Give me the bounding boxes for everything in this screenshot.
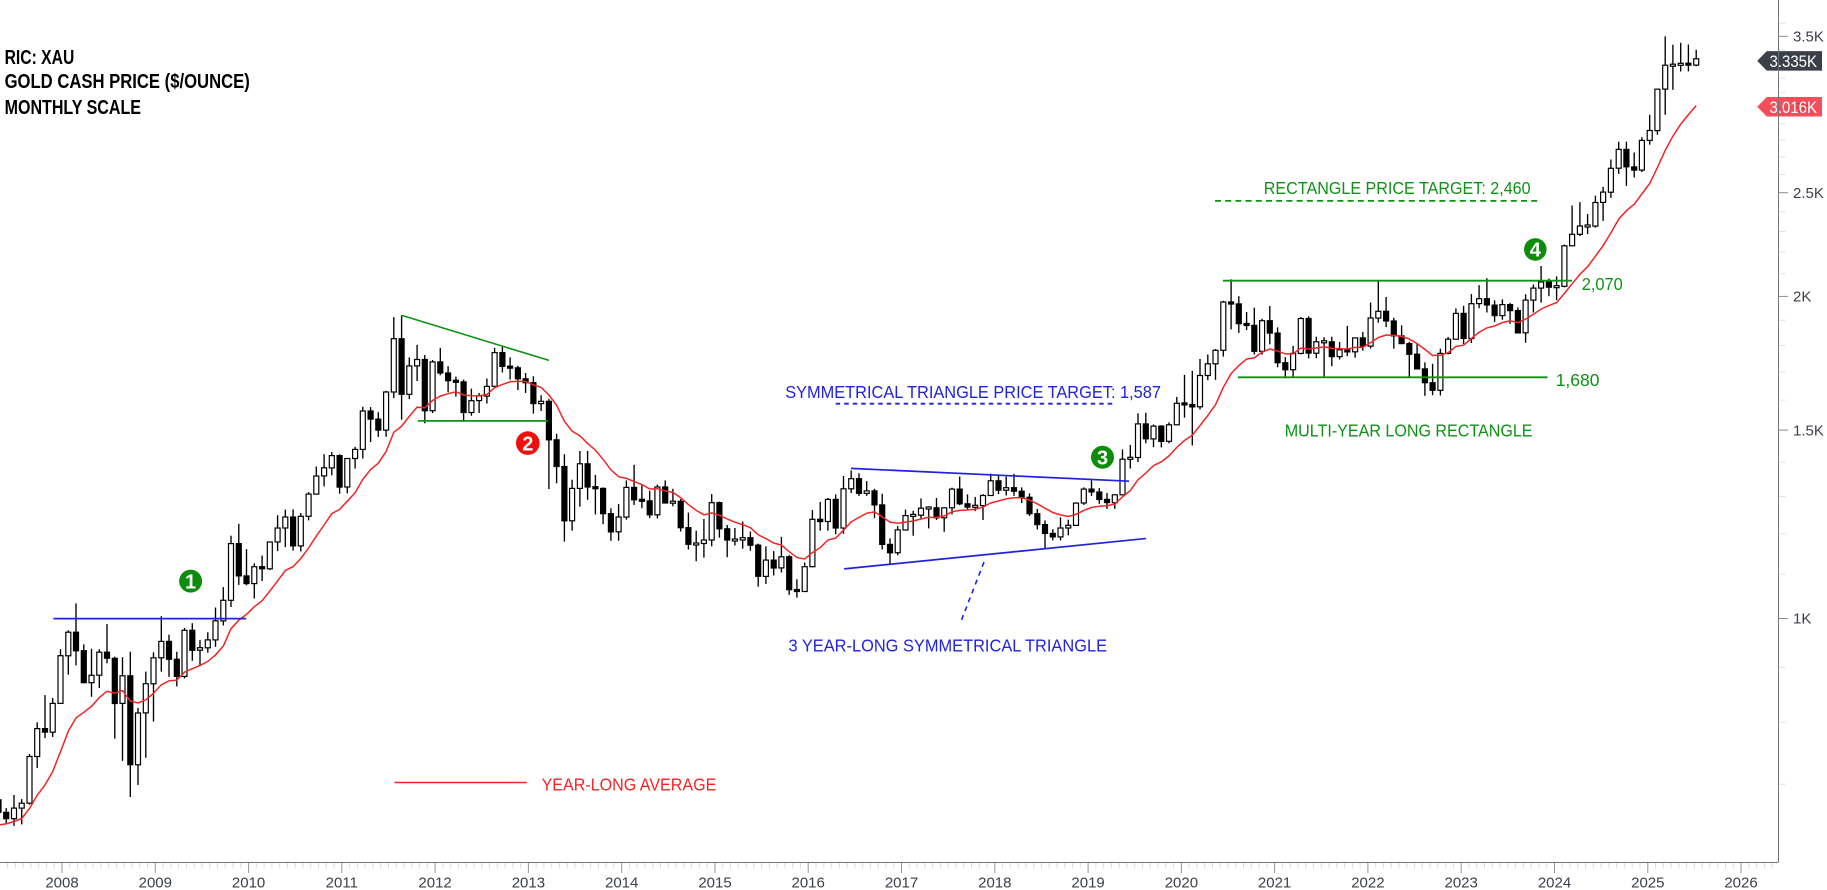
- svg-text:2008: 2008: [45, 875, 78, 890]
- svg-text:2010: 2010: [232, 875, 265, 890]
- svg-text:2016: 2016: [792, 875, 825, 890]
- svg-text:YEAR-LONG AVERAGE: YEAR-LONG AVERAGE: [542, 775, 717, 795]
- svg-text:MONTHLY SCALE: MONTHLY SCALE: [5, 97, 141, 119]
- svg-text:2.5K: 2.5K: [1793, 185, 1824, 202]
- svg-text:1.5K: 1.5K: [1793, 422, 1824, 439]
- svg-text:3: 3: [1097, 447, 1108, 469]
- svg-text:1: 1: [185, 571, 196, 593]
- svg-text:2011: 2011: [326, 875, 358, 890]
- svg-text:4: 4: [1530, 240, 1542, 262]
- svg-text:2,070: 2,070: [1582, 274, 1623, 294]
- svg-text:2: 2: [522, 433, 533, 455]
- svg-text:2025: 2025: [1631, 875, 1664, 890]
- svg-text:RIC: XAU: RIC: XAU: [5, 47, 75, 69]
- svg-text:2015: 2015: [698, 875, 731, 890]
- svg-text:1,680: 1,680: [1556, 370, 1600, 390]
- svg-text:2018: 2018: [978, 875, 1011, 890]
- svg-text:GOLD CASH PRICE ($/OUNCE): GOLD CASH PRICE ($/OUNCE): [5, 71, 250, 93]
- svg-text:2021: 2021: [1258, 875, 1291, 890]
- svg-text:2026: 2026: [1724, 875, 1757, 890]
- svg-text:2020: 2020: [1165, 875, 1198, 890]
- svg-text:2022: 2022: [1351, 875, 1384, 890]
- svg-text:2013: 2013: [512, 875, 545, 890]
- svg-text:3.335K: 3.335K: [1770, 53, 1818, 71]
- svg-text:2K: 2K: [1793, 289, 1811, 306]
- svg-text:SYMMETRICAL TRIANGLE PRICE TAR: SYMMETRICAL TRIANGLE PRICE TARGET: 1,587: [785, 382, 1161, 402]
- svg-text:3.5K: 3.5K: [1793, 29, 1824, 46]
- svg-text:RECTANGLE PRICE TARGET: 2,460: RECTANGLE PRICE TARGET: 2,460: [1264, 178, 1531, 198]
- svg-text:2012: 2012: [418, 875, 451, 890]
- svg-text:2014: 2014: [605, 875, 638, 890]
- svg-text:2017: 2017: [885, 875, 918, 890]
- svg-text:3 YEAR-LONG SYMMETRICAL TRIANG: 3 YEAR-LONG SYMMETRICAL TRIANGLE: [789, 635, 1108, 655]
- svg-text:2019: 2019: [1071, 875, 1104, 890]
- svg-text:2024: 2024: [1538, 875, 1571, 890]
- svg-text:1K: 1K: [1793, 611, 1811, 628]
- svg-text:3.016K: 3.016K: [1770, 99, 1818, 117]
- svg-text:2009: 2009: [139, 875, 172, 890]
- svg-text:2023: 2023: [1445, 875, 1478, 890]
- svg-text:MULTI-YEAR LONG RECTANGLE: MULTI-YEAR LONG RECTANGLE: [1285, 421, 1533, 441]
